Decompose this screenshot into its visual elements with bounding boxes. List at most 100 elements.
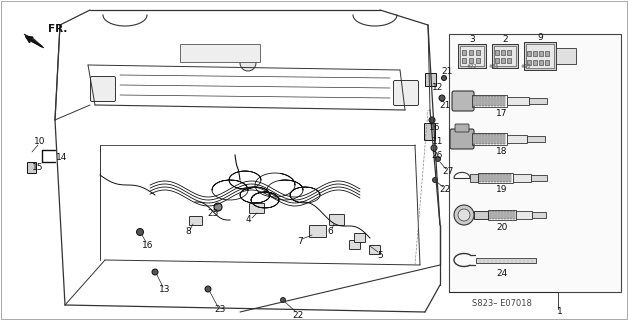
Bar bbox=[503, 96, 505, 106]
Bar bbox=[501, 58, 505, 63]
Text: 27: 27 bbox=[442, 167, 453, 177]
Bar bbox=[489, 211, 491, 219]
Bar bbox=[507, 50, 511, 55]
Bar bbox=[504, 211, 506, 219]
Bar bbox=[513, 174, 531, 182]
Text: 8: 8 bbox=[185, 228, 191, 236]
Circle shape bbox=[439, 95, 445, 101]
Text: 19: 19 bbox=[496, 186, 508, 195]
Text: #15: #15 bbox=[489, 63, 499, 68]
Bar bbox=[527, 136, 545, 142]
FancyBboxPatch shape bbox=[330, 214, 345, 226]
Bar bbox=[492, 44, 518, 68]
Bar bbox=[460, 46, 484, 66]
Text: 21: 21 bbox=[440, 100, 451, 109]
Bar bbox=[506, 174, 508, 182]
FancyBboxPatch shape bbox=[310, 226, 327, 237]
Bar bbox=[494, 96, 496, 106]
FancyBboxPatch shape bbox=[452, 91, 474, 111]
Bar bbox=[491, 134, 493, 144]
Text: 5: 5 bbox=[377, 251, 383, 260]
Text: 22: 22 bbox=[440, 186, 451, 195]
Bar bbox=[479, 134, 481, 144]
Circle shape bbox=[281, 298, 286, 302]
Bar bbox=[469, 58, 473, 63]
Text: 9: 9 bbox=[537, 34, 543, 43]
Bar bbox=[458, 44, 486, 68]
Bar bbox=[476, 58, 480, 63]
Text: 24: 24 bbox=[496, 268, 507, 277]
Text: 4: 4 bbox=[245, 215, 251, 225]
Text: 18: 18 bbox=[496, 147, 508, 156]
Text: 1: 1 bbox=[557, 308, 563, 316]
Text: #22: #22 bbox=[467, 63, 477, 68]
Text: 17: 17 bbox=[496, 108, 508, 117]
Bar bbox=[516, 211, 532, 219]
Bar bbox=[533, 51, 537, 56]
Bar bbox=[469, 50, 473, 55]
Bar bbox=[485, 96, 487, 106]
Bar bbox=[526, 44, 554, 68]
Text: 7: 7 bbox=[297, 237, 303, 246]
Bar bbox=[539, 51, 543, 56]
Bar bbox=[494, 46, 516, 66]
FancyBboxPatch shape bbox=[455, 124, 469, 132]
Bar bbox=[509, 174, 511, 182]
Text: 21: 21 bbox=[441, 68, 453, 76]
Bar bbox=[488, 96, 490, 106]
Bar bbox=[498, 211, 500, 219]
Bar bbox=[494, 174, 496, 182]
Bar bbox=[531, 175, 547, 181]
Text: FR.: FR. bbox=[48, 24, 67, 34]
Bar bbox=[500, 96, 502, 106]
Bar bbox=[476, 258, 536, 263]
Bar bbox=[507, 97, 529, 105]
FancyBboxPatch shape bbox=[90, 76, 116, 101]
Bar bbox=[533, 60, 537, 65]
Bar bbox=[485, 134, 487, 144]
Bar bbox=[524, 42, 556, 70]
Bar bbox=[545, 60, 549, 65]
Bar bbox=[472, 95, 507, 107]
Bar bbox=[462, 50, 466, 55]
FancyBboxPatch shape bbox=[394, 81, 418, 106]
Text: 13: 13 bbox=[160, 285, 171, 294]
Bar bbox=[474, 211, 488, 219]
Circle shape bbox=[214, 203, 222, 211]
Bar bbox=[529, 98, 547, 104]
Bar bbox=[488, 134, 490, 144]
Text: 22: 22 bbox=[293, 310, 303, 319]
Bar bbox=[462, 58, 466, 63]
Text: 23: 23 bbox=[214, 306, 225, 315]
Circle shape bbox=[441, 76, 447, 81]
Text: 16: 16 bbox=[430, 123, 441, 132]
Bar bbox=[539, 60, 543, 65]
Bar bbox=[556, 48, 576, 64]
Bar bbox=[497, 174, 499, 182]
Bar bbox=[495, 50, 499, 55]
FancyBboxPatch shape bbox=[190, 217, 202, 226]
Text: S823– E07018: S823– E07018 bbox=[472, 300, 532, 308]
Circle shape bbox=[136, 228, 144, 236]
Bar bbox=[479, 96, 481, 106]
Bar bbox=[495, 211, 497, 219]
Bar bbox=[503, 134, 505, 144]
Text: 16: 16 bbox=[143, 241, 154, 250]
Bar bbox=[510, 211, 512, 219]
FancyBboxPatch shape bbox=[249, 204, 264, 213]
Bar bbox=[476, 96, 478, 106]
FancyBboxPatch shape bbox=[350, 241, 360, 250]
Bar bbox=[482, 174, 484, 182]
Bar bbox=[507, 211, 509, 219]
Bar bbox=[500, 174, 502, 182]
FancyBboxPatch shape bbox=[450, 129, 474, 149]
Bar bbox=[479, 174, 481, 182]
Bar bbox=[545, 51, 549, 56]
Bar bbox=[491, 96, 493, 106]
Bar bbox=[482, 134, 484, 144]
Bar bbox=[449, 34, 621, 292]
Circle shape bbox=[454, 205, 474, 225]
Circle shape bbox=[433, 178, 438, 182]
Bar bbox=[473, 96, 475, 106]
Bar bbox=[513, 211, 515, 219]
